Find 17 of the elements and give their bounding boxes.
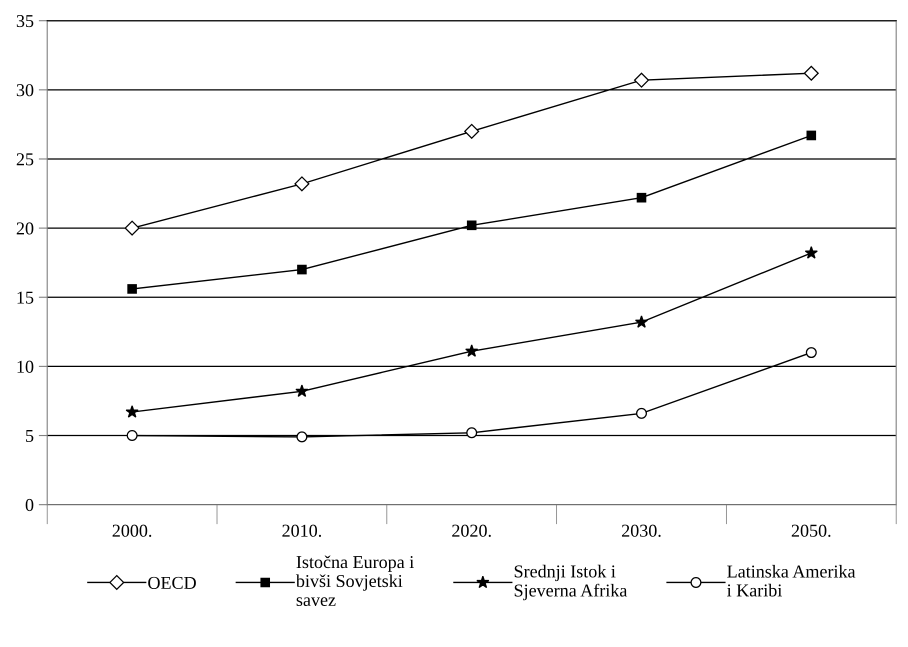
y-tick-label: 25: [16, 153, 34, 166]
y-tick-label: 0: [26, 498, 34, 512]
legend-label: Srednji Istok i Sjeverna Afrika: [514, 564, 628, 600]
y-tick-label: 20: [16, 222, 34, 235]
legend-label: OECD: [148, 576, 196, 589]
x-tick-label: 2010.: [282, 524, 322, 537]
legend-label: Latinska Amerika i Karibi: [727, 564, 856, 596]
x-tick-label: 2020.: [452, 524, 491, 537]
y-tick-label: 5: [26, 430, 34, 442]
y-tick-label: 10: [18, 360, 34, 373]
y-tick-label: 15: [18, 292, 34, 304]
legend-label: Istočna Europa i bivši Sovjetski savez: [296, 555, 414, 606]
y-tick-label: 35: [16, 15, 34, 28]
x-tick-label: 2050.: [792, 524, 830, 537]
y-tick-label: 30: [16, 84, 34, 96]
x-tick-label: 2000.: [112, 524, 152, 537]
x-tick-label: 2030.: [622, 524, 661, 537]
